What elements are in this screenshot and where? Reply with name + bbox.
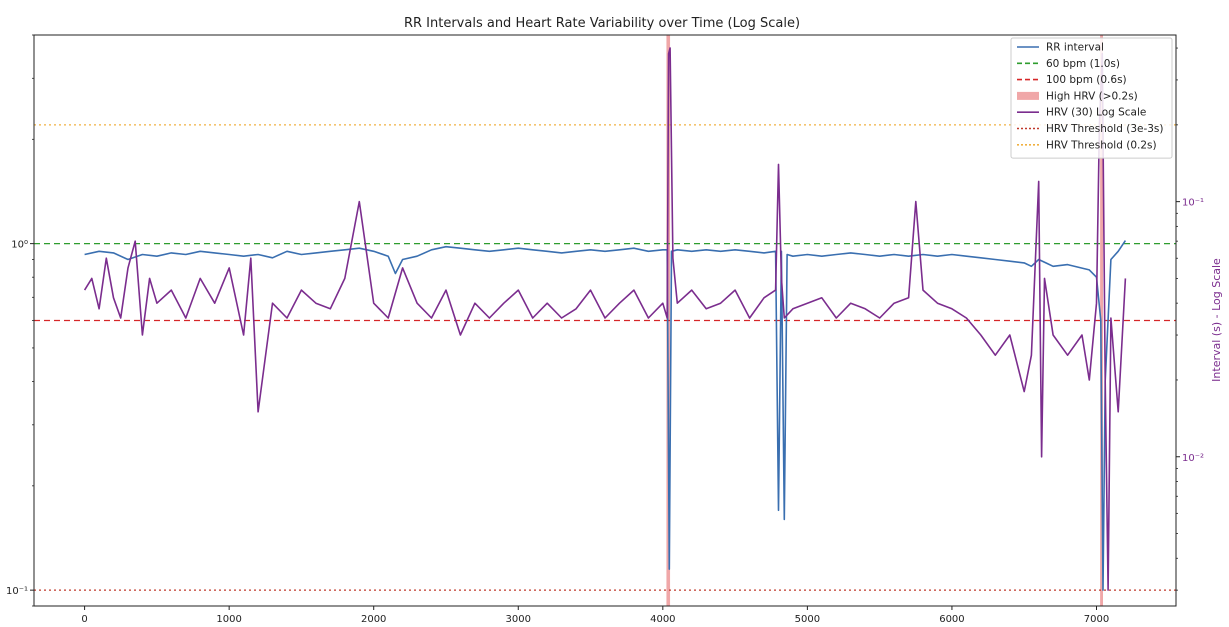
legend-label: 60 bpm (1.0s) xyxy=(1046,58,1120,70)
x-tick-label: 5000 xyxy=(795,614,820,623)
chart-legend: RR interval 60 bpm (1.0s) 100 bpm (0.6s) Hi… xyxy=(1010,37,1173,159)
legend-box xyxy=(1010,37,1173,159)
x-tick-label: 1000 xyxy=(216,614,241,623)
series-line xyxy=(83,47,1127,591)
legend-label: HRV Threshold (3e-3s) xyxy=(1046,123,1164,135)
x-tick-label: 4000 xyxy=(650,614,675,623)
x-tick-label: 7000 xyxy=(1084,614,1109,623)
x-axis: 0 1000 2000 3000 4000 5000 6000 7000 xyxy=(81,606,1109,625)
legend-label: HRV (30) Log Scale xyxy=(1046,107,1146,119)
legend-label: RR interval xyxy=(1046,42,1104,54)
y-right-axis-label: Interval (s) - Log Scale xyxy=(1210,258,1223,382)
y-right-tick-label: 10⁻¹ xyxy=(1182,198,1204,209)
series-lines xyxy=(83,47,1127,591)
reference-lines xyxy=(34,124,1176,591)
x-tick-label: 3000 xyxy=(506,614,531,623)
y-right-axis: 10⁻² 10⁻¹ xyxy=(1176,47,1204,591)
legend-label: HRV Threshold (0.2s) xyxy=(1046,139,1157,151)
legend-label: High HRV (>0.2s) xyxy=(1046,90,1138,102)
y-right-tick-label: 10⁻² xyxy=(1182,453,1204,464)
legend-label: 100 bpm (0.6s) xyxy=(1046,74,1127,86)
x-tick-label: 2000 xyxy=(361,614,386,623)
y-left-axis: 10⁻¹ 10⁰ xyxy=(6,34,34,607)
series-line xyxy=(84,240,1127,591)
legend-swatch xyxy=(1017,91,1039,100)
x-tick-label: 0 xyxy=(81,614,87,623)
y-left-tick-label: 10⁻¹ xyxy=(6,586,28,597)
chart-title: RR Intervals and Heart Rate Variability … xyxy=(404,16,800,31)
x-tick-label: 6000 xyxy=(939,614,964,623)
y-left-tick-label: 10⁰ xyxy=(11,240,28,251)
